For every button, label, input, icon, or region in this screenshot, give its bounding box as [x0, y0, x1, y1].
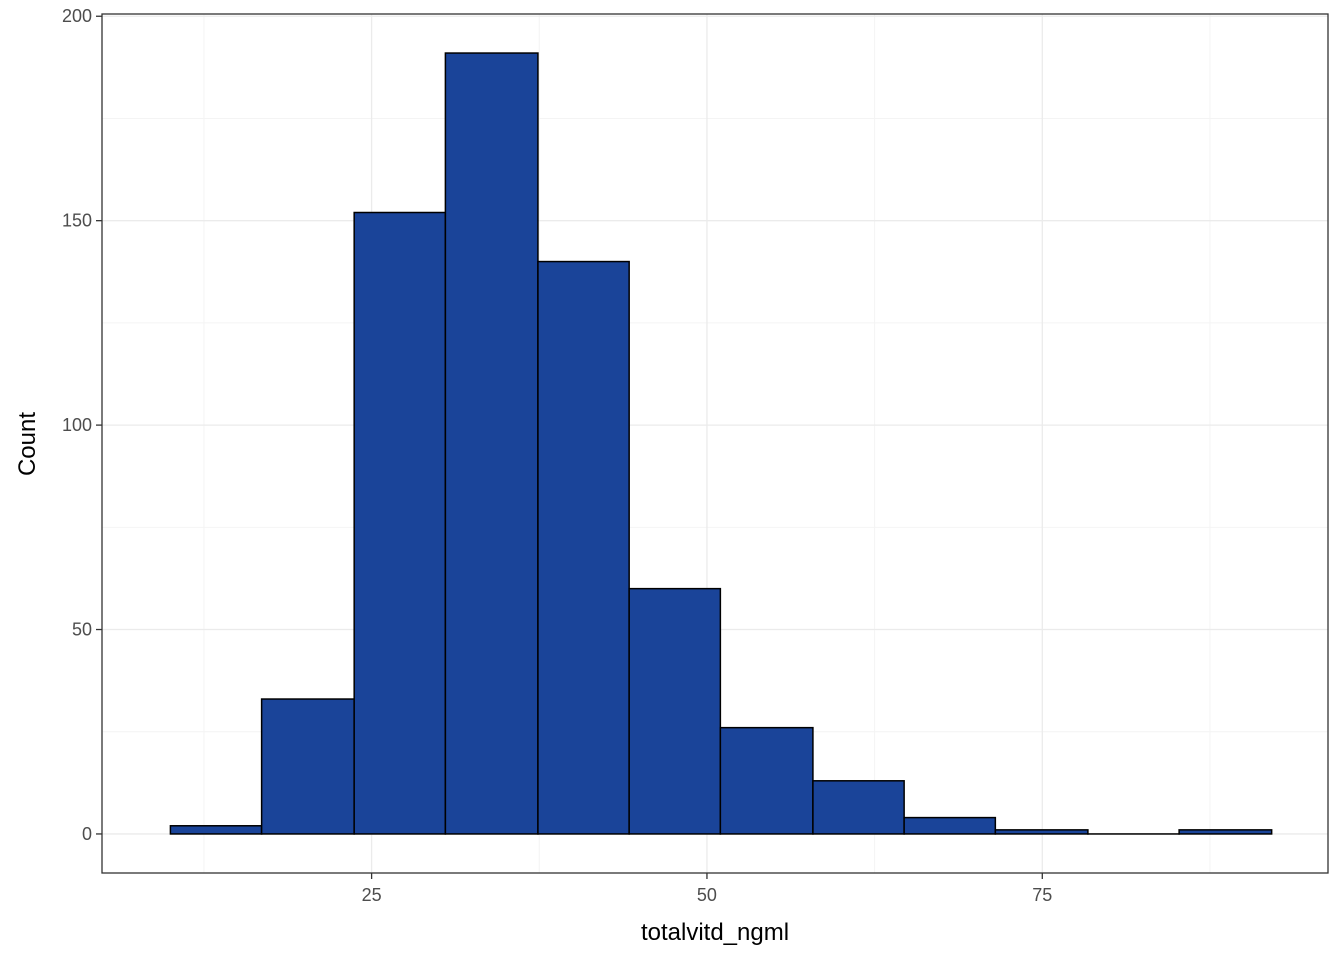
y-tick-label-3: 150	[62, 211, 92, 231]
histogram-bars	[169, 52, 1273, 835]
histogram-bar-4	[537, 260, 630, 835]
histogram-bar-2	[353, 211, 447, 835]
x-tick-label-0: 25	[362, 885, 382, 905]
y-tick-label-4: 200	[62, 6, 92, 26]
x-tick-label-2: 75	[1032, 885, 1052, 905]
x-axis-ticks: 25 50 75	[362, 873, 1052, 905]
x-axis-title: totalvitd_ngml	[641, 919, 789, 946]
y-tick-label-0: 0	[82, 824, 92, 844]
panel-border	[101, 13, 1329, 874]
histogram-bar-7	[812, 780, 905, 835]
y-axis-ticks: 0 50 100 150 200	[62, 6, 102, 844]
histogram-bar-1	[260, 698, 355, 835]
histogram-bar-0	[169, 825, 263, 835]
histogram-bar-11	[1178, 829, 1273, 835]
histogram-bar-5	[628, 587, 722, 835]
histogram-bar-8	[903, 816, 997, 835]
histogram-bar-9	[994, 829, 1089, 835]
y-tick-label-2: 100	[62, 415, 92, 435]
histogram-bar-3	[444, 52, 539, 835]
histogram-bar-6	[719, 726, 814, 835]
y-tick-label-1: 50	[72, 620, 92, 640]
x-tick-label-1: 50	[697, 885, 717, 905]
y-axis-title: Count	[14, 412, 41, 476]
